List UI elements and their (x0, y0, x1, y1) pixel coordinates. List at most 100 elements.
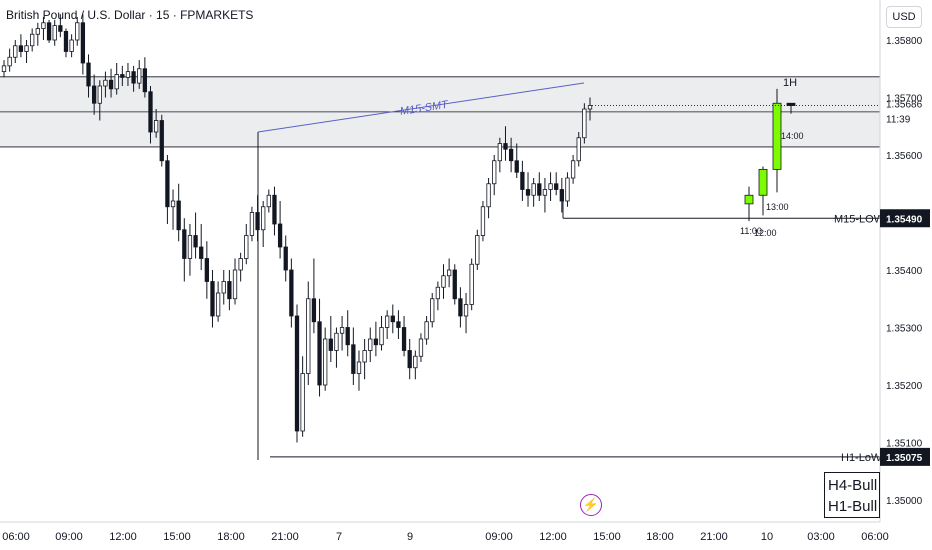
candle-body (142, 68, 148, 93)
level-badge (880, 209, 930, 228)
candle-body (159, 120, 164, 162)
candle-body (35, 28, 40, 35)
candle-body (120, 74, 125, 78)
candle-body (232, 269, 238, 300)
htf-time-label: 13:00 (766, 202, 789, 212)
candle-body (1, 65, 7, 73)
candle-body (92, 85, 97, 104)
candle-body (334, 332, 339, 351)
candle-body (311, 298, 317, 323)
candle-body (97, 85, 102, 104)
candle-body (58, 25, 63, 32)
candle-body (396, 321, 401, 328)
candle-body (446, 269, 452, 277)
candle-body (385, 315, 390, 328)
candle-body (576, 137, 581, 162)
candle-body (75, 22, 80, 41)
candle-body (339, 327, 345, 334)
htf-candle-body (758, 168, 768, 196)
y-tick-label: 1.35800 (886, 36, 923, 47)
level-badge (880, 447, 930, 466)
x-tick-label: 18:00 (217, 531, 245, 543)
candle-body (69, 39, 74, 52)
candle-body (328, 338, 333, 351)
candle-body (570, 160, 576, 179)
symbol-title: British Pound / U.S. Dollar · 15 · FPMAR… (6, 8, 254, 22)
smt-line (257, 82, 585, 133)
level-badge-text: 1.35490 (886, 214, 923, 225)
level-label: M15-LOW (834, 213, 885, 225)
annotations-layer: 1H11:0012:0013:0014:00M15-SMTM15-LOWH1-L… (257, 77, 885, 464)
candle-body (508, 148, 514, 162)
candle-body (153, 120, 159, 133)
candle-body (537, 183, 542, 196)
candle-body (362, 350, 367, 363)
candle-body (125, 71, 131, 78)
candle-body (261, 206, 266, 231)
bias-h4: H4-Bull (828, 477, 878, 494)
bias-box: H4-Bull H1-Bull (824, 472, 880, 518)
x-tick-label: 21:00 (271, 531, 299, 543)
candle-body (137, 68, 142, 84)
candle-body (52, 25, 57, 41)
candle-body (559, 189, 564, 202)
candle-body (266, 194, 271, 208)
candle-body (492, 160, 497, 185)
candle-body (108, 79, 114, 90)
y-tick-label: 1.35400 (886, 266, 923, 277)
y-tick-label: 1.35000 (886, 496, 923, 507)
candle-body (294, 315, 300, 432)
currency-button[interactable]: USD (886, 6, 922, 28)
lightning-icon[interactable]: ⚡ (580, 494, 602, 516)
candle-body (435, 286, 441, 300)
x-tick-label: 10 (761, 531, 773, 543)
x-tick-label: 9 (407, 531, 413, 543)
candle-body (565, 177, 570, 202)
y-tick-label: 1.35600 (886, 151, 923, 162)
candles-layer (1, 14, 796, 443)
candle-body (148, 91, 153, 133)
candle-body (430, 298, 435, 323)
candle-body (7, 56, 12, 67)
candle-body (401, 327, 407, 351)
candle-body (176, 200, 181, 231)
candle-body (46, 22, 52, 41)
candle-body (238, 258, 243, 271)
htf-candle-body (744, 194, 754, 205)
candle-body (480, 206, 486, 236)
countdown-label: 11:39 (886, 115, 911, 126)
candle-body (80, 22, 86, 64)
htf-label: 1H (783, 77, 797, 89)
candle-body (277, 223, 283, 248)
candle-body (86, 62, 91, 87)
candle-body (317, 321, 322, 386)
candle-body (249, 212, 255, 236)
candle-body (379, 327, 384, 346)
x-tick-label: 06:00 (2, 531, 30, 543)
candle-body (514, 160, 519, 173)
htf-time-label: 12:00 (754, 228, 777, 238)
candle-body (289, 269, 294, 317)
htf-time-label: 14:00 (781, 131, 804, 141)
candle-body (210, 281, 215, 317)
x-tick-label: 21:00 (700, 531, 728, 543)
candle-body (475, 235, 480, 265)
candle-body (548, 183, 553, 190)
y-tick-label: 1.35100 (886, 439, 923, 450)
candle-body (63, 30, 69, 52)
y-tick-label: 1.35700 (886, 94, 923, 105)
candle-body (413, 355, 418, 369)
candle-body (525, 189, 531, 196)
candle-body (497, 143, 502, 162)
bias-h1: H1-Bull (828, 498, 878, 515)
candle-body (131, 71, 136, 84)
candle-body (170, 200, 176, 208)
candle-body (300, 373, 305, 432)
candle-body (13, 45, 18, 58)
x-tick-label: 12:00 (539, 531, 567, 543)
candle-body (272, 194, 277, 225)
x-tick-label: 03:00 (807, 531, 835, 543)
candle-body (182, 229, 187, 259)
